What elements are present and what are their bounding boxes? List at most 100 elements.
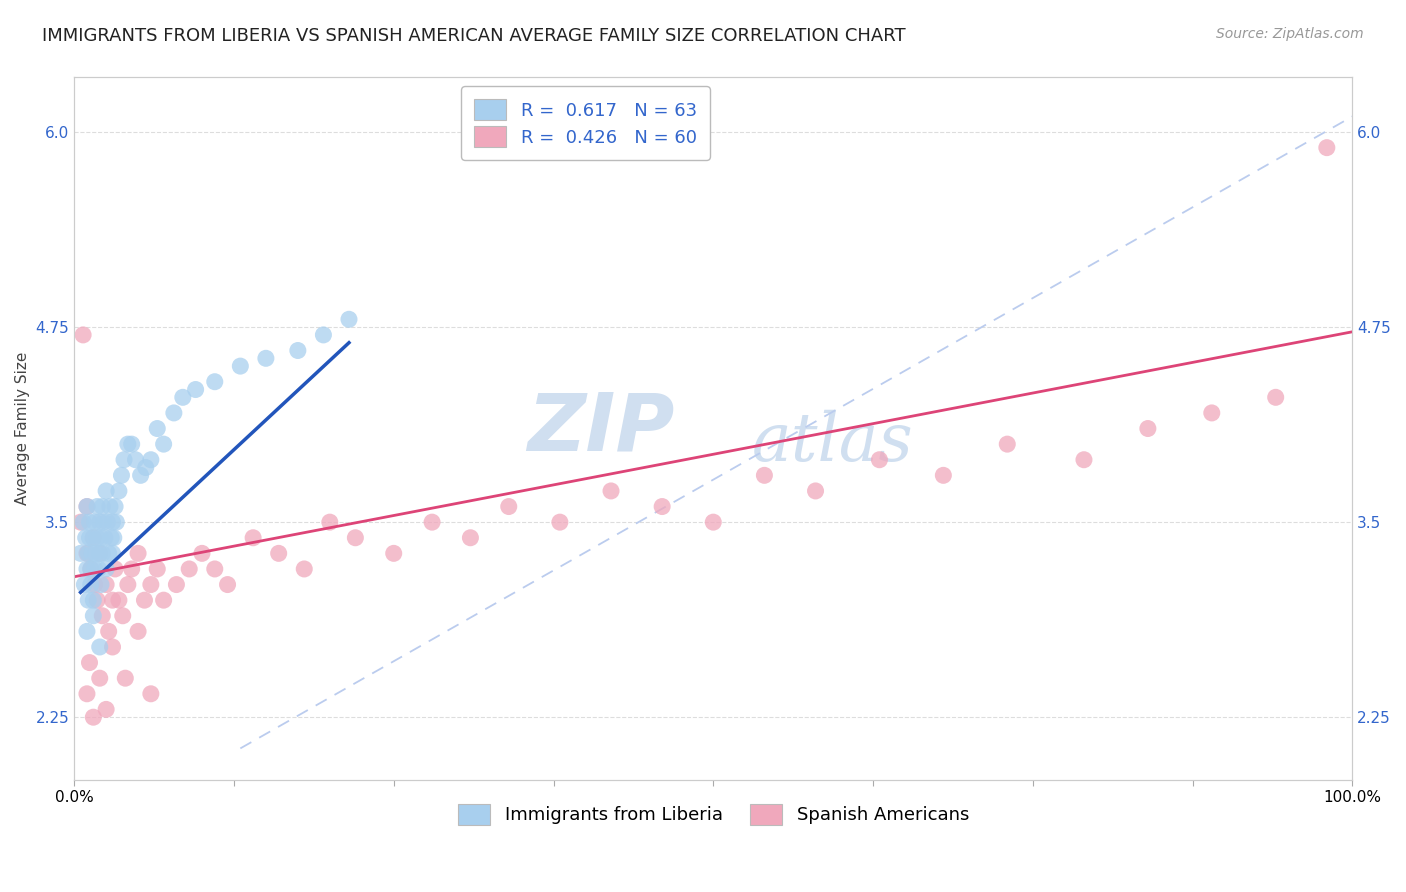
Point — [97, 624, 120, 639]
Point — [104, 562, 127, 576]
Point — [79, 531, 101, 545]
Point — [868, 452, 890, 467]
Point — [548, 515, 571, 529]
Point — [94, 702, 117, 716]
Point — [87, 562, 110, 576]
Point — [114, 671, 136, 685]
Point — [382, 546, 405, 560]
Point — [217, 577, 239, 591]
Point — [76, 500, 98, 514]
Point — [1201, 406, 1223, 420]
Point — [204, 562, 226, 576]
Point — [76, 687, 98, 701]
Point — [101, 546, 124, 560]
Point — [94, 531, 117, 545]
Point — [86, 593, 108, 607]
Point — [69, 515, 91, 529]
Point — [312, 327, 335, 342]
Point — [83, 562, 105, 576]
Legend: Immigrants from Liberia, Spanish Americans: Immigrants from Liberia, Spanish America… — [449, 795, 979, 834]
Point — [94, 577, 117, 591]
Point — [163, 406, 186, 420]
Point — [91, 500, 114, 514]
Point — [91, 546, 114, 560]
Point — [80, 546, 103, 560]
Point — [82, 710, 104, 724]
Point — [152, 437, 174, 451]
Point — [172, 390, 194, 404]
Point — [96, 515, 118, 529]
Point — [90, 531, 112, 545]
Point — [72, 515, 94, 529]
Point — [112, 452, 135, 467]
Point — [89, 640, 111, 654]
Point — [86, 531, 108, 545]
Point — [135, 460, 157, 475]
Point — [80, 577, 103, 591]
Point — [89, 546, 111, 560]
Point — [89, 515, 111, 529]
Point — [82, 608, 104, 623]
Point — [91, 608, 114, 623]
Point — [75, 531, 97, 545]
Point — [146, 562, 169, 576]
Point — [139, 452, 162, 467]
Point — [111, 608, 134, 623]
Text: Source: ZipAtlas.com: Source: ZipAtlas.com — [1216, 27, 1364, 41]
Point — [152, 593, 174, 607]
Point — [292, 562, 315, 576]
Point — [104, 500, 127, 514]
Point — [127, 546, 149, 560]
Point — [600, 483, 623, 498]
Point — [651, 500, 673, 514]
Text: IMMIGRANTS FROM LIBERIA VS SPANISH AMERICAN AVERAGE FAMILY SIZE CORRELATION CHAR: IMMIGRANTS FROM LIBERIA VS SPANISH AMERI… — [42, 27, 905, 45]
Point — [287, 343, 309, 358]
Point — [76, 624, 98, 639]
Point — [146, 421, 169, 435]
Point — [139, 687, 162, 701]
Point — [76, 562, 98, 576]
Point — [121, 437, 143, 451]
Point — [498, 500, 520, 514]
Point — [76, 546, 98, 560]
Point — [94, 562, 117, 576]
Point — [1073, 452, 1095, 467]
Point — [204, 375, 226, 389]
Point — [89, 546, 111, 560]
Point — [1316, 141, 1339, 155]
Point — [1264, 390, 1286, 404]
Point — [98, 500, 121, 514]
Point — [165, 577, 187, 591]
Point — [242, 531, 264, 545]
Point — [1136, 421, 1159, 435]
Point — [121, 562, 143, 576]
Point — [337, 312, 360, 326]
Point — [804, 483, 827, 498]
Point — [77, 593, 100, 607]
Point — [103, 531, 125, 545]
Point — [184, 383, 207, 397]
Point — [134, 593, 156, 607]
Point — [82, 531, 104, 545]
Point — [77, 546, 100, 560]
Point — [86, 500, 108, 514]
Point — [80, 562, 103, 576]
Point — [82, 531, 104, 545]
Point — [319, 515, 342, 529]
Point — [69, 546, 91, 560]
Point — [101, 593, 124, 607]
Point — [83, 577, 105, 591]
Point — [101, 515, 124, 529]
Point — [73, 577, 96, 591]
Point — [90, 577, 112, 591]
Y-axis label: Average Family Size: Average Family Size — [15, 351, 30, 505]
Text: ZIP: ZIP — [527, 390, 675, 467]
Point — [79, 515, 101, 529]
Point — [100, 531, 122, 545]
Point — [97, 546, 120, 560]
Point — [129, 468, 152, 483]
Point — [344, 531, 367, 545]
Point — [93, 515, 115, 529]
Point — [105, 515, 128, 529]
Point — [460, 531, 482, 545]
